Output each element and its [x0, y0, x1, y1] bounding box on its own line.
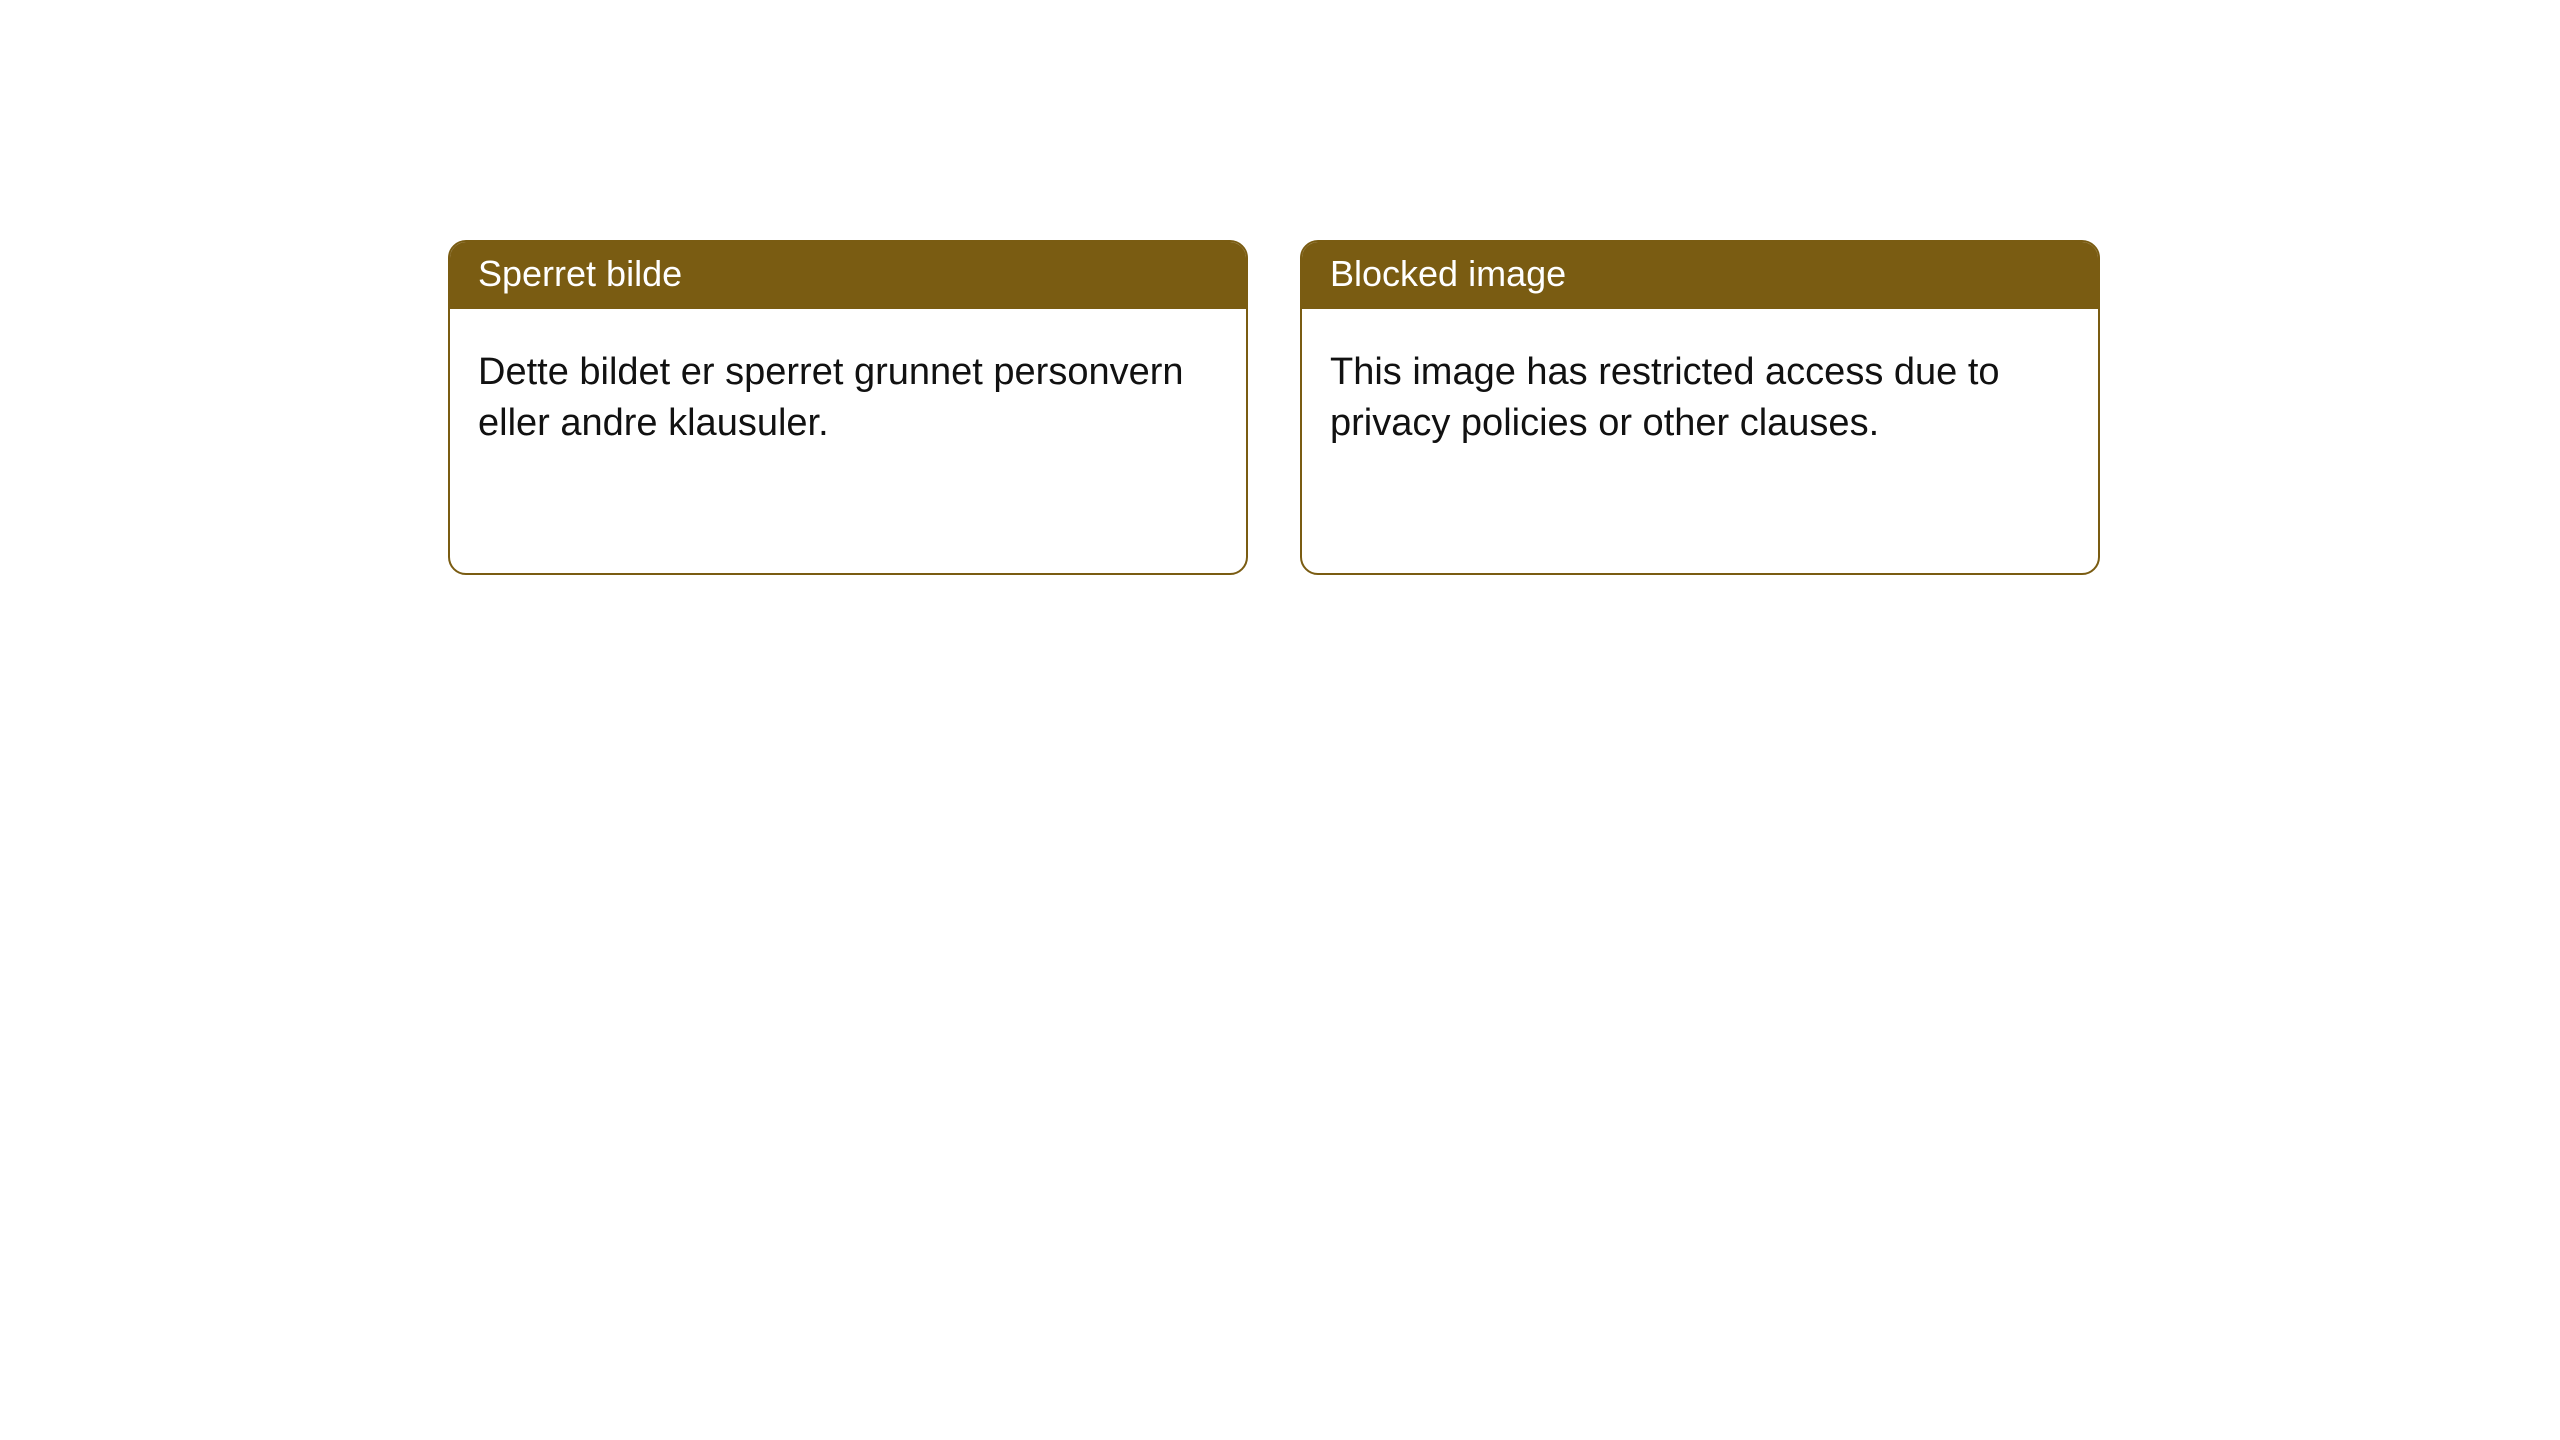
card-body-text: Dette bildet er sperret grunnet personve… — [450, 309, 1246, 478]
card-title: Blocked image — [1302, 242, 2098, 309]
card-body-text: This image has restricted access due to … — [1302, 309, 2098, 478]
card-title: Sperret bilde — [450, 242, 1246, 309]
blocked-image-card-en: Blocked image This image has restricted … — [1300, 240, 2100, 575]
card-row: Sperret bilde Dette bildet er sperret gr… — [0, 0, 2560, 575]
blocked-image-card-no: Sperret bilde Dette bildet er sperret gr… — [448, 240, 1248, 575]
